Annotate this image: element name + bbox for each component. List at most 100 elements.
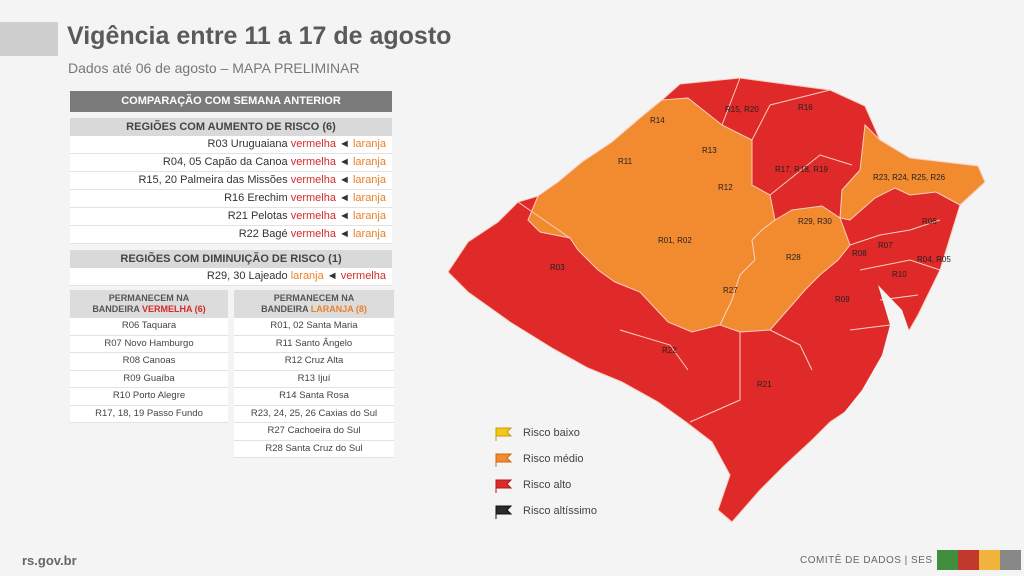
map-label-r28: R28: [786, 253, 801, 262]
legend-label-medium: Risco médio: [523, 453, 584, 465]
increase-list: R03 Uruguaiana vermelha ◄ laranja R04, 05…: [70, 136, 392, 244]
to-flag: laranja: [352, 138, 386, 150]
map-label-r06: R06: [922, 217, 937, 226]
map-label-r12: R12: [718, 183, 733, 192]
remain-orange-item: R28 Santa Cruz do Sul: [234, 440, 394, 458]
remain-red-list: R06 Taquara R07 Novo Hamburgo R08 Canoas R0…: [70, 318, 228, 423]
page-title: Vigência entre 11 a 17 de agosto: [67, 22, 452, 50]
from-flag: vermelha: [290, 138, 340, 150]
remain-orange-header-flag: LARANJA (8): [310, 304, 367, 314]
legend-label-low: Risco baixo: [523, 427, 580, 439]
region-name: R15, 20 Palmeira das Missões: [138, 174, 291, 186]
remain-orange-item: R13 Ijuí: [234, 370, 394, 388]
remain-orange-item: R11 Santo Ângelo: [234, 335, 394, 353]
from-flag: vermelha: [290, 174, 340, 186]
comparison-header: COMPARAÇÃO COM SEMANA ANTERIOR: [70, 91, 392, 112]
to-flag: laranja: [352, 210, 386, 222]
color-stripe: [1000, 550, 1021, 570]
remain-orange-item: R01, 02 Santa Maria: [234, 318, 394, 336]
remain-orange-item: R12 Cruz Alta: [234, 353, 394, 371]
map-label-r01-r02: R01, R02: [658, 236, 692, 245]
red-flag-icon: [495, 479, 513, 493]
map-label-r21: R21: [757, 380, 772, 389]
map-label-r14: R14: [650, 116, 665, 125]
map-label-r15-r20: R15, R20: [725, 105, 759, 114]
remain-red-header: PERMANECEM NA BANDEIRA VERMELHA (6): [70, 290, 228, 318]
from-flag: laranja: [290, 270, 327, 282]
region-orange-north-east: [839, 123, 986, 221]
remain-orange-header-prefix: BANDEIRA: [261, 304, 309, 314]
arrow-left-icon: ◄: [339, 156, 353, 168]
map-label-r10: R10: [892, 270, 907, 279]
region-name: R03 Uruguaiana: [207, 138, 291, 150]
region-name: R29, 30 Lajeado: [206, 270, 291, 282]
color-stripe: [958, 550, 979, 570]
lagoon: [792, 285, 916, 485]
from-flag: vermelha: [290, 192, 340, 204]
remain-red-item: R07 Novo Hamburgo: [70, 335, 228, 353]
increase-row: R03 Uruguaiana vermelha ◄ laranja: [70, 136, 392, 154]
region-name: R22 Bagé: [238, 228, 291, 240]
to-flag: laranja: [352, 156, 386, 168]
footer-site-link[interactable]: rs.gov.br: [22, 553, 77, 568]
to-flag: laranja: [352, 174, 386, 186]
remain-red-item: R17, 18, 19 Passo Fundo: [70, 405, 228, 423]
arrow-left-icon: ◄: [339, 210, 353, 222]
arrow-left-icon: ◄: [339, 192, 353, 204]
decrease-row: R29, 30 Lajeado laranja ◄ vermelha: [70, 268, 392, 286]
map-label-r04-r05: R04, R05: [917, 255, 951, 264]
arrow-left-icon: ◄: [326, 270, 341, 282]
region-name: R04, 05 Capão da Canoa: [162, 156, 291, 168]
map-label-r08: R08: [852, 249, 867, 258]
remain-red-header-line1: PERMANECEM NA: [108, 293, 190, 303]
black-flag-icon: [495, 505, 513, 519]
region-map: R15, R20 R16 R14 R13 R11 R12 R17, R18, R…: [447, 77, 986, 523]
map-label-r29-r30: R29, R30: [798, 217, 832, 226]
remain-orange-header: PERMANECEM NA BANDEIRA LARANJA (8): [234, 290, 394, 318]
map-label-r13: R13: [702, 146, 717, 155]
map-label-r03: R03: [550, 263, 565, 272]
page-subtitle: Dados até 06 de agosto – MAPA PRELIMINAR: [68, 60, 360, 76]
legend-label-very-high: Risco altíssimo: [523, 505, 597, 517]
region-orange-centre: [719, 205, 851, 333]
map-label-r11: R11: [618, 157, 633, 166]
from-flag: vermelha: [290, 156, 340, 168]
increase-row: R22 Bagé vermelha ◄ laranja: [70, 226, 392, 244]
region-separators: [517, 77, 941, 423]
map-label-r22: R22: [662, 346, 677, 355]
map-label-r09: R09: [835, 295, 850, 304]
arrow-left-icon: ◄: [339, 138, 353, 150]
arrow-left-icon: ◄: [339, 228, 353, 240]
map-label-r16: R16: [798, 103, 813, 112]
remain-red-item: R08 Canoas: [70, 353, 228, 371]
remain-red-header-prefix: BANDEIRA: [92, 304, 140, 314]
footer-color-stripes: [937, 550, 1021, 570]
map-labels: R15, R20 R16 R14 R13 R11 R12 R17, R18, R…: [550, 103, 951, 389]
remain-red-item: R10 Porto Alegre: [70, 388, 228, 406]
to-flag: vermelha: [340, 270, 386, 282]
arrow-left-icon: ◄: [339, 174, 353, 186]
remain-orange-header-line1: PERMANECEM NA: [273, 293, 355, 303]
remain-red-header-flag: VERMELHA (6): [142, 304, 206, 314]
remain-red-item: R06 Taquara: [70, 318, 228, 336]
map-label-r23-r26: R23, R24, R25, R26: [873, 173, 946, 182]
remain-orange-table: PERMANECEM NA BANDEIRA LARANJA (8) R01, …: [234, 290, 394, 458]
map-label-r27: R27: [723, 286, 738, 295]
remain-tables: PERMANECEM NA BANDEIRA VERMELHA (6) R06 …: [70, 290, 394, 465]
corner-decoration: [0, 22, 58, 56]
increase-row: R04, 05 Capão da Canoa vermelha ◄ laranj…: [70, 154, 392, 172]
remain-orange-item: R23, 24, 25, 26 Caxias do Sul: [234, 405, 394, 423]
increase-row: R16 Erechim vermelha ◄ laranja: [70, 190, 392, 208]
map-label-r07: R07: [878, 241, 893, 250]
remain-orange-item: R14 Santa Rosa: [234, 388, 394, 406]
remain-orange-list: R01, 02 Santa Maria R11 Santo Ângelo R12 C…: [234, 318, 394, 458]
from-flag: vermelha: [290, 228, 340, 240]
remain-red-table: PERMANECEM NA BANDEIRA VERMELHA (6) R06 …: [70, 290, 228, 423]
remain-orange-item: R27 Cachoeira do Sul: [234, 423, 394, 441]
color-stripe: [979, 550, 1000, 570]
comparison-panel: COMPARAÇÃO COM SEMANA ANTERIOR REGIÕES C…: [70, 91, 392, 286]
color-stripe: [937, 550, 958, 570]
increase-header: REGIÕES COM AUMENTO DE RISCO (6): [70, 118, 392, 136]
increase-row: R21 Pelotas vermelha ◄ laranja: [70, 208, 392, 226]
map-label-r17-r18-r19: R17, R18, R19: [775, 165, 828, 174]
